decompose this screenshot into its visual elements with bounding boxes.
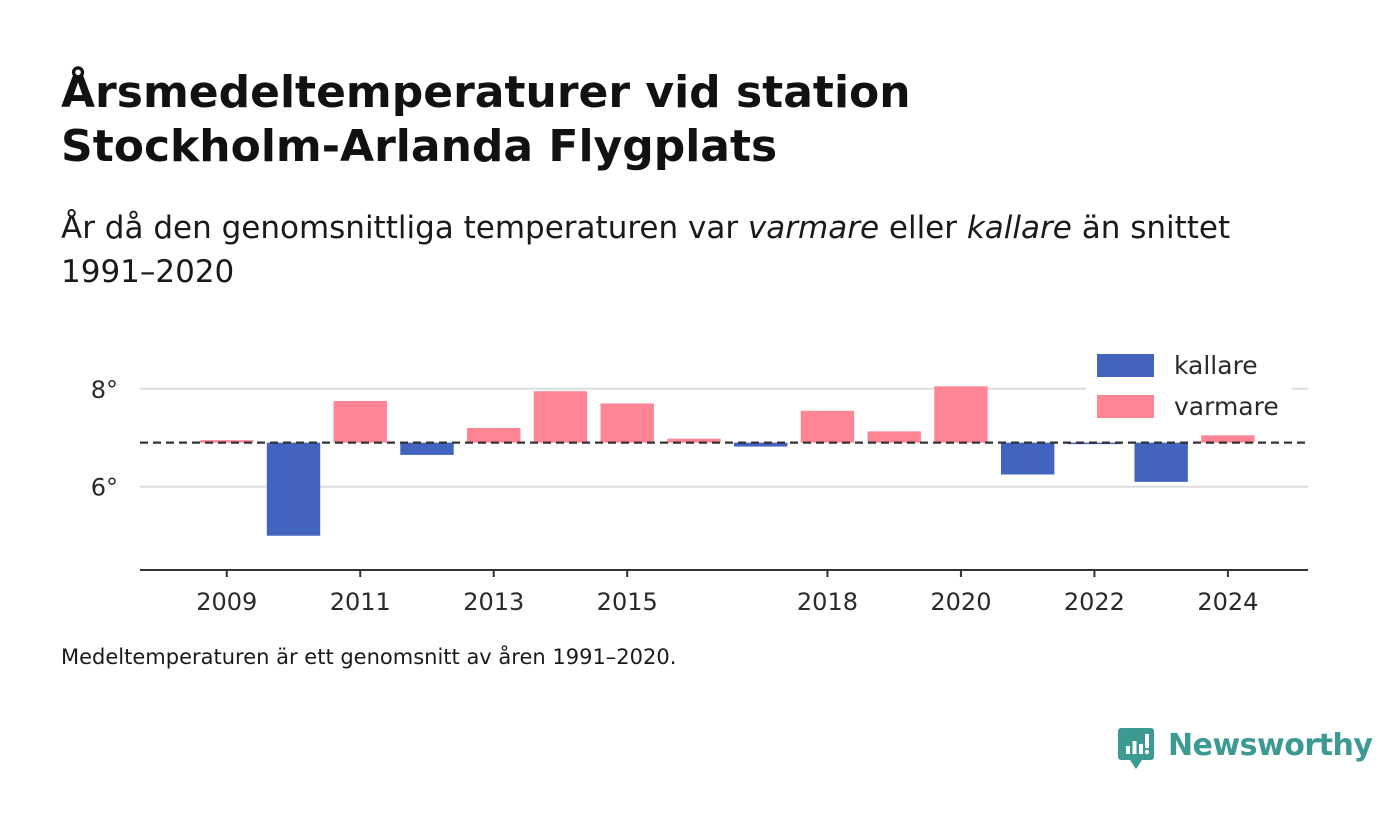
chart-subtitle: År då den genomsnittliga temperaturen va… <box>61 206 1311 294</box>
subtitle-emphasis-warmer: varmare <box>747 210 880 246</box>
brand[interactable]: Newsworthy <box>1118 727 1373 771</box>
bar-varmare <box>467 427 521 443</box>
subtitle-text-2: eller <box>879 210 967 246</box>
chart-title-line-2: Stockholm-Arlanda Flygplats <box>61 121 778 172</box>
x-tick-label: 2013 <box>463 588 524 616</box>
chart-title: Årsmedeltemperaturer vid station Stockho… <box>61 66 961 174</box>
bar-kallare <box>400 442 454 455</box>
bar-varmare <box>867 431 921 443</box>
subtitle-emphasis-colder: kallare <box>966 210 1072 246</box>
bar-varmare <box>934 386 988 443</box>
bar-chart: 6° 8° 2009 2011 2013 2015 2018 2020 2022 2024 kal… <box>91 342 1308 616</box>
x-tick-label: 2011 <box>330 588 391 616</box>
y-tick-label: 8° <box>91 376 118 404</box>
legend-swatch-varmare <box>1097 395 1154 418</box>
bar-varmare <box>667 438 721 443</box>
legend-label-varmare: varmare <box>1174 392 1279 421</box>
bar-varmare <box>600 403 654 443</box>
x-tick-label: 2015 <box>597 588 658 616</box>
chart-title-line-1: Årsmedeltemperaturer vid station <box>61 67 911 118</box>
bar-kallare <box>266 442 321 536</box>
bar-varmare <box>533 391 588 443</box>
x-tick-label: 2022 <box>1064 588 1125 616</box>
axes: 6° 8° 2009 2011 2013 2015 2018 2020 2022 2024 <box>91 376 1308 616</box>
subtitle-text-3: än snittet 1991–2020 <box>61 210 1231 290</box>
brand-name: Newsworthy <box>1168 728 1373 763</box>
y-tick-label: 6° <box>91 474 118 502</box>
legend-label-kallare: kallare <box>1174 351 1258 380</box>
bar-varmare <box>800 410 855 443</box>
bar-kallare <box>734 442 788 447</box>
bar-varmare <box>333 401 387 443</box>
x-tick-label: 2018 <box>797 588 858 616</box>
footnote: Medeltemperaturen är ett genomsnitt av å… <box>61 645 677 669</box>
legend: kallare varmare <box>1086 342 1292 424</box>
bar-kallare <box>1000 442 1055 475</box>
x-tick-label: 2024 <box>1197 588 1258 616</box>
bar-kallare <box>1134 442 1188 482</box>
newsworthy-logo-icon <box>1118 728 1154 769</box>
bar-varmare <box>1201 435 1255 443</box>
bars <box>200 386 1255 536</box>
x-tick-label: 2009 <box>196 588 257 616</box>
bar-varmare <box>200 440 254 443</box>
legend-swatch-kallare <box>1097 354 1154 377</box>
x-tick-label: 2020 <box>930 588 991 616</box>
subtitle-text-1: År då den genomsnittliga temperaturen va… <box>61 210 748 246</box>
